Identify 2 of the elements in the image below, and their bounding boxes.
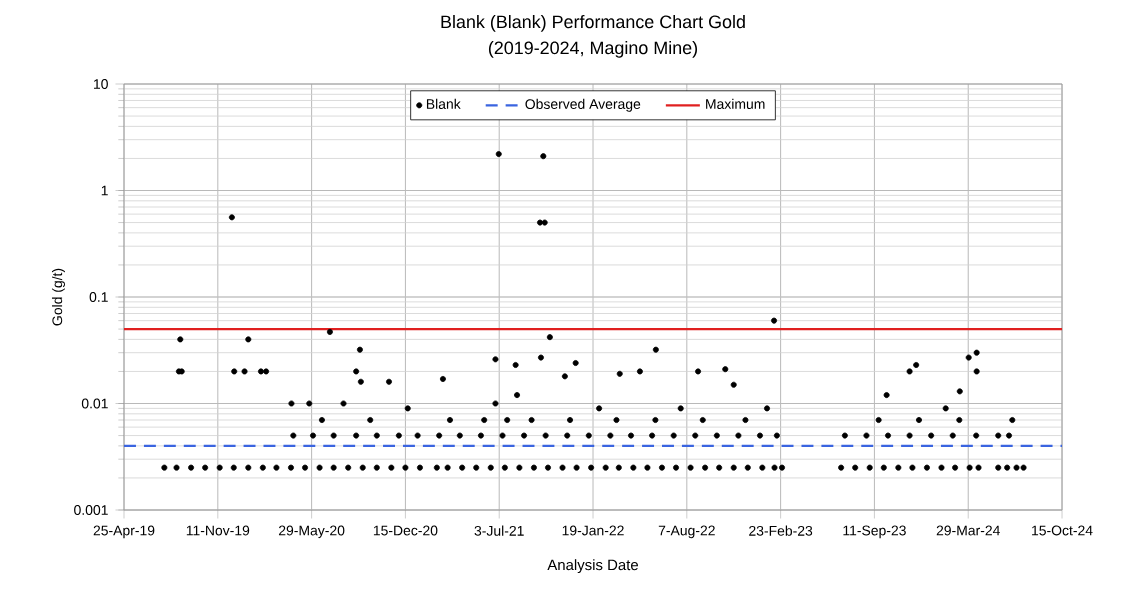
- chart-subtitle: (2019-2024, Magino Mine): [488, 41, 698, 58]
- chart-title: Blank (Blank) Performance Chart Gold: [441, 15, 745, 32]
